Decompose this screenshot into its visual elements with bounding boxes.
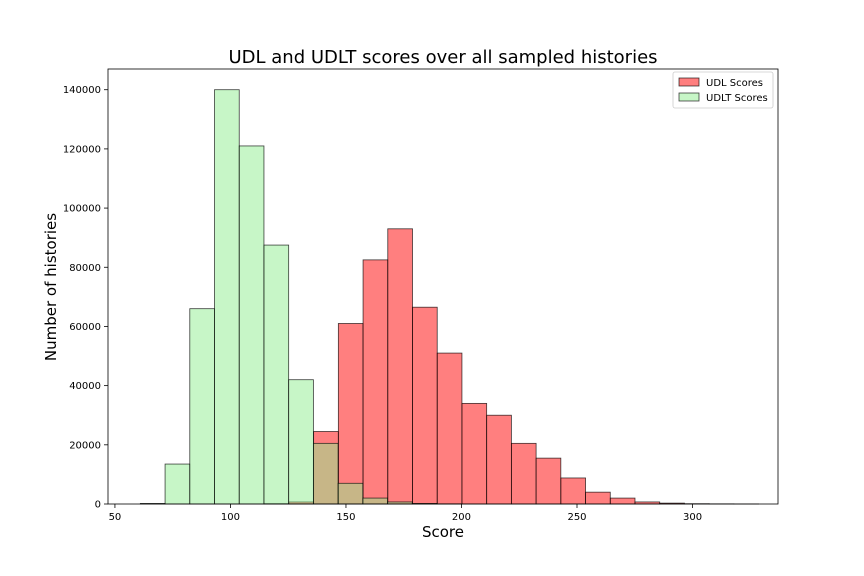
bar-udl-13 — [585, 491, 611, 505]
bar-udl-11 — [535, 457, 562, 505]
y-tick-label: 140000 — [63, 85, 101, 96]
x-tick-label: 150 — [336, 512, 355, 523]
legend-label-udlt: UDLT Scores — [706, 93, 768, 104]
y-tick-label: 80000 — [69, 263, 101, 274]
bar-udl-6 — [412, 306, 438, 505]
bar-udl-14 — [609, 497, 636, 505]
legend-label-udl: UDL Scores — [706, 78, 763, 89]
bar-udlt-6 — [288, 379, 314, 505]
bar-udlt-1 — [164, 463, 191, 505]
plot-area: 50 100 150 200 250 300 0 20000 40000 60000 80000 1… — [63, 68, 779, 523]
bar-udl-4 — [362, 259, 389, 505]
x-axis-title: Score — [422, 523, 464, 541]
chart-title: UDL and UDLT scores over all sampled his… — [228, 47, 657, 68]
bar-udlt-7 — [312, 442, 339, 505]
x-tick-label: 300 — [683, 512, 702, 523]
legend-swatch-udl — [678, 77, 700, 87]
bar-udlt-5 — [263, 244, 290, 505]
y-axis-title: Number of histories — [42, 213, 60, 361]
y-tick-label: 100000 — [63, 204, 101, 215]
x-tick-label: 250 — [567, 512, 586, 523]
legend-swatch-udlt — [678, 92, 700, 102]
bars-layer — [139, 89, 759, 505]
y-tick-label: 120000 — [63, 144, 101, 155]
bar-udl-12 — [560, 477, 586, 505]
y-tick-label: 20000 — [69, 440, 101, 451]
y-axis: 0 20000 40000 60000 80000 100000 120000 140000 — [63, 85, 108, 511]
bar-udl-7 — [436, 352, 463, 505]
x-axis: 50 100 150 200 250 300 — [109, 504, 702, 523]
bar-udl-5 — [387, 228, 413, 505]
bar-udlt-2 — [189, 308, 215, 505]
y-tick-label: 0 — [95, 500, 101, 511]
bar-udlt-3 — [214, 89, 240, 505]
axes-frame — [107, 68, 779, 505]
legend: UDL Scores UDLT Scores — [672, 71, 774, 109]
bar-udlt-8 — [337, 482, 364, 505]
x-tick-label: 200 — [452, 512, 471, 523]
x-tick-label: 100 — [221, 512, 240, 523]
bar-udl-3 — [337, 323, 364, 505]
y-tick-label: 60000 — [69, 322, 101, 333]
bar-udl-10 — [510, 442, 537, 505]
bar-udl-9 — [486, 414, 512, 505]
x-tick-label: 50 — [109, 512, 122, 523]
bar-udlt-9 — [362, 497, 388, 505]
bar-udlt-4 — [238, 145, 265, 505]
y-tick-label: 40000 — [69, 381, 101, 392]
bar-udl-8 — [461, 402, 488, 505]
